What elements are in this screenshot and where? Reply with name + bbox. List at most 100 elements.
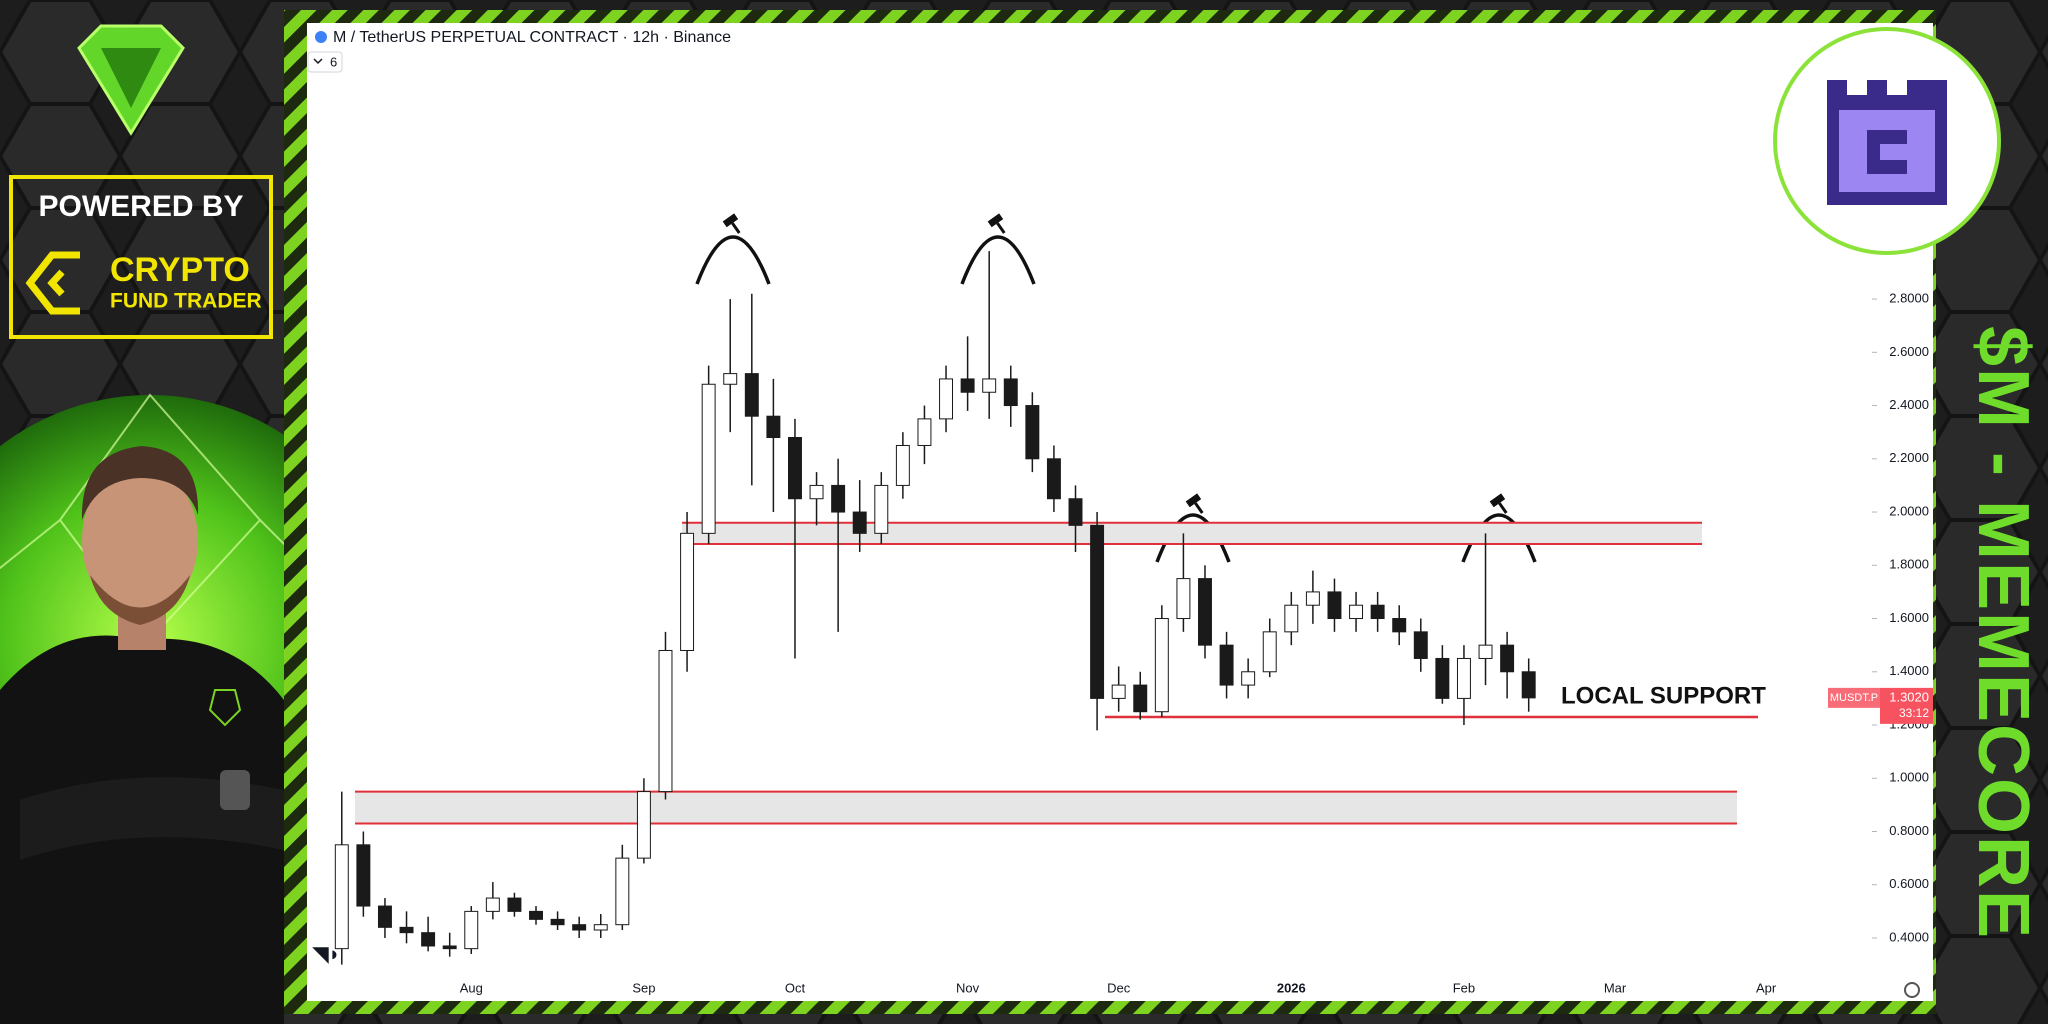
candle-body <box>1435 657 1450 699</box>
candle-body <box>1262 631 1277 673</box>
candle-body <box>1327 591 1342 620</box>
last-price-value: 1.3020 <box>1889 689 1929 704</box>
hammer-icon <box>1185 493 1204 514</box>
candle-body <box>1500 644 1515 673</box>
candle-body <box>852 511 867 534</box>
y-tick-label: 1.0000 <box>1889 770 1929 785</box>
candle-body <box>895 444 910 486</box>
zone <box>682 522 1702 544</box>
candle-body <box>615 857 630 926</box>
settings-icon[interactable] <box>1904 982 1920 998</box>
brand-name: CRYPTO <box>110 251 250 289</box>
hammer-icon <box>1489 493 1508 514</box>
x-tick-label: Feb <box>1453 980 1475 995</box>
candle-body <box>593 924 608 931</box>
candle-body <box>809 484 824 500</box>
candle-body <box>701 383 716 534</box>
brand-sub: FUND TRADER <box>110 290 262 313</box>
y-tick-label: 1.4000 <box>1889 663 1929 678</box>
tv-logo: ◥◗ <box>312 943 340 965</box>
candle-body <box>1370 604 1385 620</box>
x-tick-label: Apr <box>1756 980 1777 995</box>
x-tick-label: 2026 <box>1277 980 1306 995</box>
cft-logo <box>25 251 80 315</box>
candle-body <box>1111 684 1126 699</box>
candle-body <box>744 373 759 417</box>
powered-by: POWERED BY <box>38 190 243 223</box>
top-arc <box>695 235 771 285</box>
y-tick-label: 1.8000 <box>1889 557 1929 572</box>
candle-body <box>1176 578 1191 620</box>
indicator-toggle[interactable] <box>307 51 343 73</box>
candle-body <box>680 532 695 651</box>
candle-body <box>874 484 889 534</box>
candle-body <box>1090 524 1105 699</box>
x-tick-label: Nov <box>956 980 980 995</box>
candle-body <box>442 945 457 950</box>
candle-body <box>1349 604 1364 620</box>
candle-body <box>1305 591 1320 606</box>
candle-body <box>1241 671 1256 686</box>
candle-body <box>1198 578 1212 646</box>
candle-body <box>529 910 543 920</box>
y-tick-label: 2.8000 <box>1889 291 1929 306</box>
top-arc <box>960 235 1036 285</box>
candle-body <box>766 415 781 439</box>
candle-body <box>939 378 954 420</box>
hammer-icons <box>722 213 1508 514</box>
symbol-icon <box>315 31 327 43</box>
annotation: LOCAL SUPPORT <box>1561 682 1766 709</box>
candle-body <box>1025 405 1040 460</box>
candle-body <box>377 905 392 928</box>
candle-body <box>1392 618 1407 633</box>
candle-body <box>1133 684 1148 713</box>
presenter-photo <box>0 393 284 1024</box>
axes: 0.40000.60000.80001.00001.20001.40001.60… <box>460 291 1933 995</box>
candle-body <box>1413 631 1428 659</box>
left-panel: POWERED BY CRYPTO FUND TRADER <box>0 24 284 1024</box>
candle-body <box>787 437 802 500</box>
x-tick-label: Dec <box>1107 980 1131 995</box>
candle-body <box>917 418 932 446</box>
candle-body <box>1521 671 1536 699</box>
candle-body <box>421 932 436 947</box>
powered-box <box>9 175 273 339</box>
last-price-box <box>1880 687 1933 724</box>
candle-body <box>1284 604 1299 633</box>
headline: $M - MEMECORE <box>1963 326 2043 940</box>
right-panel: $M - MEMECORE <box>1773 27 2043 940</box>
candle-body <box>464 910 479 950</box>
candle-body <box>982 378 997 393</box>
last-price-countdown: 33:12 <box>1899 706 1929 720</box>
candle-body <box>507 897 522 912</box>
candle-body <box>831 484 846 513</box>
plot-area <box>334 251 1758 965</box>
y-tick-label: 2.0000 <box>1889 503 1929 518</box>
x-tick-label: Oct <box>785 980 806 995</box>
y-tick-label: 2.6000 <box>1889 344 1929 359</box>
candle-body <box>1068 498 1083 526</box>
candle-body <box>356 844 371 907</box>
y-tick-label: 0.4000 <box>1889 929 1929 944</box>
indicator-count: 6 <box>330 54 337 69</box>
candle-body <box>1154 618 1169 713</box>
candle-body <box>399 926 414 934</box>
y-tick-label: 0.6000 <box>1889 876 1929 891</box>
candle-body <box>658 649 673 793</box>
brand-logo <box>77 24 185 136</box>
candle-body <box>550 918 565 926</box>
candle-body <box>485 897 500 912</box>
hammer-icon <box>722 213 741 234</box>
chart-panel <box>307 23 1933 1001</box>
y-tick-label: 2.2000 <box>1889 450 1929 465</box>
candle-body <box>334 844 349 950</box>
candle-body <box>960 378 975 393</box>
x-tick-label: Mar <box>1604 980 1627 995</box>
candle-body <box>1046 458 1061 500</box>
chevron-icon <box>313 58 323 65</box>
hammer-icon <box>987 213 1006 234</box>
x-tick-label: Sep <box>632 980 655 995</box>
candle-body <box>636 791 651 859</box>
